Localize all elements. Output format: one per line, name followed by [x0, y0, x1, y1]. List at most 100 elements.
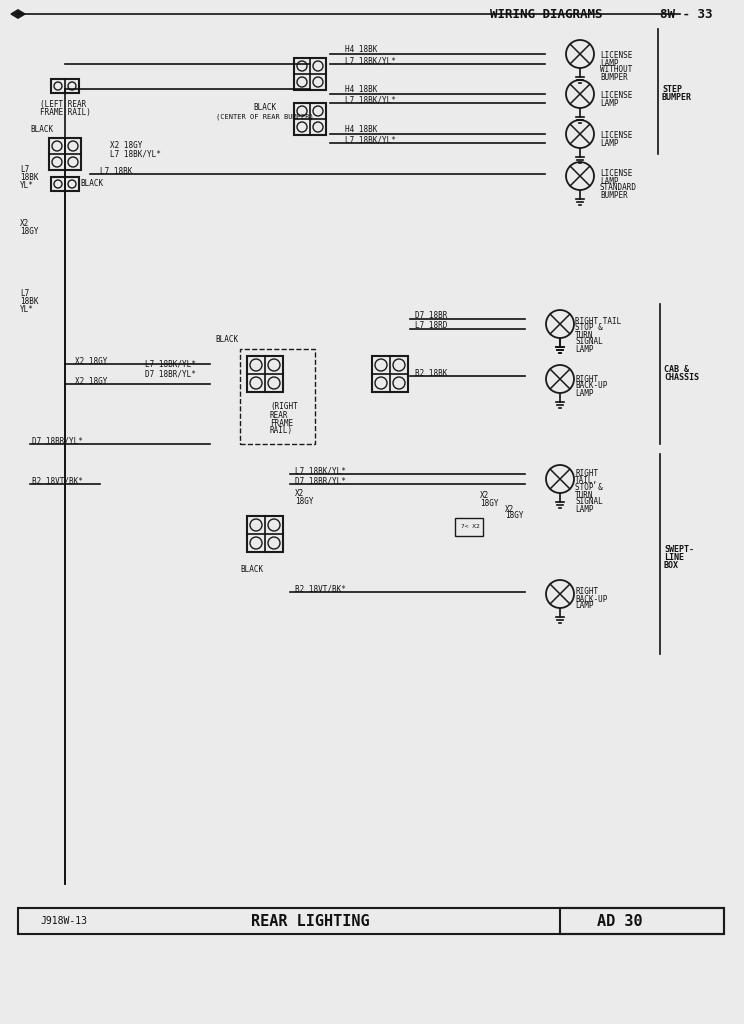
Text: LAMP: LAMP	[600, 98, 618, 108]
Text: STEP: STEP	[662, 85, 682, 93]
Text: X2: X2	[480, 492, 490, 501]
Text: X2: X2	[505, 505, 514, 513]
Bar	[372, 356, 408, 392]
Text: SIGNAL: SIGNAL	[575, 498, 603, 507]
Text: D7 18BR/YL*: D7 18BR/YL*	[145, 370, 196, 379]
Text: BUMPER: BUMPER	[600, 73, 628, 82]
Text: L7: L7	[20, 290, 29, 299]
Text: BACK-UP: BACK-UP	[575, 595, 607, 603]
Text: TAIL,: TAIL,	[575, 476, 598, 485]
Text: RIGHT: RIGHT	[575, 469, 598, 478]
Bar	[51, 79, 79, 93]
Bar	[294, 103, 326, 135]
Text: H4 18BK: H4 18BK	[345, 44, 377, 53]
Text: B2 18VT/BK*: B2 18VT/BK*	[295, 585, 346, 594]
Text: RIGHT: RIGHT	[575, 588, 598, 597]
Text: CAB &: CAB &	[664, 365, 689, 374]
Text: L7 18BK/YL*: L7 18BK/YL*	[145, 359, 196, 369]
Text: LICENSE: LICENSE	[600, 131, 632, 140]
Text: LAMP: LAMP	[575, 344, 594, 353]
Text: LAMP: LAMP	[600, 138, 618, 147]
Text: L7 18BK: L7 18BK	[100, 167, 132, 175]
Text: RAIL): RAIL)	[270, 427, 293, 435]
Text: (CENTER OF REAR BUMPER): (CENTER OF REAR BUMPER)	[216, 114, 314, 120]
Text: BUMPER: BUMPER	[600, 190, 628, 200]
Text: 18BK: 18BK	[20, 172, 39, 181]
Text: LAMP: LAMP	[575, 388, 594, 397]
Text: LAMP: LAMP	[600, 58, 618, 68]
Text: BOX: BOX	[664, 560, 679, 569]
Text: B2 18VT/BK*: B2 18VT/BK*	[32, 476, 83, 485]
Text: X2 18GY: X2 18GY	[75, 356, 107, 366]
Text: CHASSIS: CHASSIS	[664, 373, 699, 382]
Text: FRAME RAIL): FRAME RAIL)	[40, 108, 91, 117]
Text: STANDARD: STANDARD	[600, 183, 637, 193]
Text: TURN: TURN	[575, 331, 594, 340]
Text: AD 30: AD 30	[597, 913, 643, 929]
Text: L7 18BK/YL*: L7 18BK/YL*	[295, 467, 346, 475]
Text: 18GY: 18GY	[20, 226, 39, 236]
Text: LICENSE: LICENSE	[600, 91, 632, 100]
Text: BLACK: BLACK	[240, 564, 263, 573]
Text: X2 18GY: X2 18GY	[110, 141, 142, 151]
Text: BLACK: BLACK	[80, 179, 103, 188]
Text: 18BK: 18BK	[20, 298, 39, 306]
Text: L7 18BK/YL*: L7 18BK/YL*	[345, 95, 396, 104]
Text: BUMPER: BUMPER	[662, 92, 692, 101]
Bar	[455, 518, 483, 536]
Bar	[247, 356, 283, 392]
Text: YL*: YL*	[20, 305, 34, 314]
Text: BACK-UP: BACK-UP	[575, 382, 607, 390]
Text: WIRING DIAGRAMS: WIRING DIAGRAMS	[490, 7, 603, 20]
Text: L7 18BK/YL*: L7 18BK/YL*	[345, 135, 396, 144]
Text: WITHOUT: WITHOUT	[600, 66, 632, 75]
Text: BLACK: BLACK	[254, 103, 277, 113]
Text: REAR: REAR	[270, 411, 289, 420]
Text: SWEPT-: SWEPT-	[664, 545, 694, 554]
Bar	[240, 349, 315, 444]
Text: X2 18GY: X2 18GY	[75, 377, 107, 385]
Text: D7 18BR/YL*: D7 18BR/YL*	[32, 436, 83, 445]
Bar	[560, 908, 724, 934]
Bar	[51, 177, 79, 191]
Text: STOP &: STOP &	[575, 324, 603, 333]
Text: D7 18BR: D7 18BR	[415, 311, 447, 321]
Bar	[247, 516, 283, 552]
Text: FRAME: FRAME	[270, 419, 293, 427]
Text: LINE: LINE	[664, 553, 684, 561]
Text: L7 18BK/YL*: L7 18BK/YL*	[345, 56, 396, 66]
Text: STOP &: STOP &	[575, 483, 603, 493]
Text: SIGNAL: SIGNAL	[575, 338, 603, 346]
Text: B2 18BK: B2 18BK	[415, 369, 447, 378]
Bar	[18, 908, 724, 934]
Text: LICENSE: LICENSE	[600, 51, 632, 60]
Text: RIGHT TAIL: RIGHT TAIL	[575, 316, 621, 326]
Polygon shape	[11, 10, 25, 18]
Text: BLACK: BLACK	[215, 335, 238, 343]
Text: 7< X2: 7< X2	[461, 524, 480, 529]
Text: (LEFT REAR: (LEFT REAR	[40, 99, 86, 109]
Text: H4 18BK: H4 18BK	[345, 85, 377, 93]
Text: L7 18BK/YL*: L7 18BK/YL*	[110, 150, 161, 159]
Text: REAR LIGHTING: REAR LIGHTING	[251, 913, 369, 929]
Text: LICENSE: LICENSE	[600, 170, 632, 178]
Text: LAMP: LAMP	[575, 601, 594, 610]
Text: (RIGHT: (RIGHT	[270, 402, 298, 412]
Text: J918W-13: J918W-13	[40, 916, 87, 926]
Text: 18GY: 18GY	[505, 512, 524, 520]
Text: LAMP: LAMP	[575, 505, 594, 513]
Text: 18GY: 18GY	[480, 499, 498, 508]
Text: BLACK: BLACK	[30, 125, 53, 133]
Text: X2: X2	[20, 219, 29, 228]
Text: L7 18RD: L7 18RD	[415, 322, 447, 331]
Text: X2: X2	[295, 489, 304, 499]
Bar	[294, 58, 326, 90]
Text: LAMP: LAMP	[600, 176, 618, 185]
Text: 8W - 33: 8W - 33	[660, 7, 713, 20]
Text: RIGHT: RIGHT	[575, 375, 598, 384]
Text: 18GY: 18GY	[295, 497, 313, 506]
Text: H4 18BK: H4 18BK	[345, 125, 377, 133]
Bar	[49, 138, 81, 170]
Text: L7: L7	[20, 165, 29, 173]
Text: YL*: YL*	[20, 180, 34, 189]
